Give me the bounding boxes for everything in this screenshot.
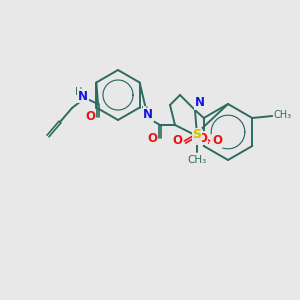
Text: H: H: [141, 106, 149, 116]
Text: O: O: [85, 110, 95, 124]
Text: S: S: [193, 128, 202, 142]
Text: CH₃: CH₃: [273, 110, 291, 120]
Text: O: O: [172, 134, 182, 148]
Text: CH₃: CH₃: [188, 155, 207, 165]
Text: O: O: [197, 131, 207, 145]
Text: N: N: [78, 89, 88, 103]
Text: N: N: [195, 97, 205, 110]
Text: O: O: [147, 131, 157, 145]
Text: O: O: [212, 134, 222, 148]
Text: N: N: [143, 109, 153, 122]
Text: H: H: [75, 87, 83, 97]
